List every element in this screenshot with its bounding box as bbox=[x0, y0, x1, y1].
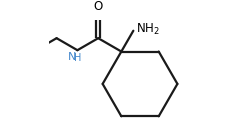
Text: N: N bbox=[68, 52, 76, 62]
Text: NH$_2$: NH$_2$ bbox=[136, 22, 160, 37]
Text: O: O bbox=[94, 0, 103, 13]
Text: H: H bbox=[74, 53, 81, 63]
